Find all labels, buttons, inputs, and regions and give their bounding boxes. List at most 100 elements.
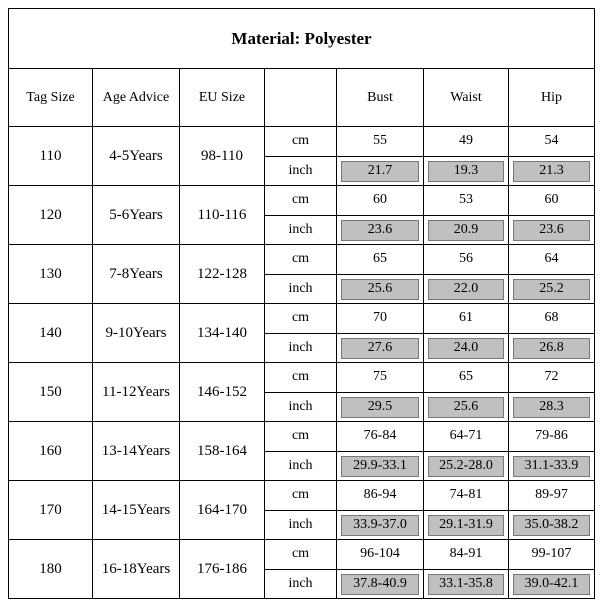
unit-text: cm: [291, 251, 310, 267]
inch-value: 31.1-33.9: [508, 450, 595, 481]
eu-size-text: 164-170: [197, 501, 247, 518]
tag-size: 110: [8, 126, 93, 186]
cm-value-text: 99-107: [531, 546, 572, 562]
cm-value: 55: [336, 126, 424, 157]
cm-value-text: 72: [544, 369, 559, 385]
inch-value-text: 29.9-33.1: [353, 457, 407, 473]
column-header-text: Hip: [541, 89, 562, 105]
cm-value-text: 64: [544, 251, 559, 267]
inch-value: 28.3: [508, 391, 595, 422]
column-header: Hip: [508, 68, 595, 127]
unit: cm: [264, 539, 337, 570]
inch-value-text: 22.0: [453, 280, 479, 296]
unit-text: cm: [291, 369, 310, 385]
tag-size: 150: [8, 362, 93, 422]
cm-value-text: 54: [544, 133, 559, 149]
tag-size: 160: [8, 421, 93, 481]
cm-value: 96-104: [336, 539, 424, 570]
cm-value: 68: [508, 303, 595, 334]
age-advice: 14-15Years: [92, 480, 180, 540]
cm-value-text: 86-94: [363, 487, 397, 503]
inch-value: 20.9: [423, 214, 509, 245]
cell-shade: [513, 573, 590, 595]
inch-value: 35.0-38.2: [508, 509, 595, 540]
cm-value: 60: [508, 185, 595, 216]
cell-shade: [428, 278, 504, 300]
cell-shade: [513, 219, 590, 241]
cm-value: 64-71: [423, 421, 509, 452]
cm-value: 49: [423, 126, 509, 157]
tag-size-text: 150: [39, 383, 62, 400]
column-header-text: Waist: [450, 89, 482, 105]
cell-shade: [513, 514, 590, 536]
inch-value: 29.1-31.9: [423, 509, 509, 540]
inch-value: 23.6: [336, 214, 424, 245]
inch-value: 25.2: [508, 273, 595, 304]
unit: inch: [264, 214, 337, 245]
unit-text: cm: [291, 487, 310, 503]
inch-value-text: 21.3: [539, 162, 564, 178]
unit-text: inch: [288, 339, 313, 355]
inch-value-text: 37.8-40.9: [353, 575, 407, 591]
unit: inch: [264, 568, 337, 599]
cm-value: 79-86: [508, 421, 595, 452]
cell-shade: [341, 337, 419, 359]
inch-value: 29.5: [336, 391, 424, 422]
tag-size-text: 160: [39, 442, 62, 459]
cm-value: 61: [423, 303, 509, 334]
inch-value: 29.9-33.1: [336, 450, 424, 481]
title-cell: Material: Polyester: [8, 8, 595, 69]
eu-size: 176-186: [179, 539, 265, 599]
cm-value: 60: [336, 185, 424, 216]
eu-size: 122-128: [179, 244, 265, 304]
unit: cm: [264, 244, 337, 275]
eu-size-text: 146-152: [197, 383, 247, 400]
inch-value: 26.8: [508, 332, 595, 363]
column-header: Tag Size: [8, 68, 93, 127]
inch-value: 25.6: [336, 273, 424, 304]
cm-value-text: 55: [373, 133, 387, 149]
inch-value-text: 19.3: [453, 162, 479, 178]
cell-shade: [341, 396, 419, 418]
cm-value: 84-91: [423, 539, 509, 570]
cm-value-text: 53: [459, 192, 473, 208]
inch-value: 21.3: [508, 155, 595, 186]
cm-value: 53: [423, 185, 509, 216]
age-advice-text: 11-12Years: [102, 383, 170, 400]
unit: cm: [264, 421, 337, 452]
inch-value-text: 29.5: [367, 398, 393, 414]
unit-text: cm: [291, 546, 310, 562]
cm-value: 76-84: [336, 421, 424, 452]
eu-size-text: 158-164: [197, 442, 247, 459]
inch-value: 27.6: [336, 332, 424, 363]
eu-size-text: 98-110: [201, 147, 243, 164]
cell-shade: [341, 278, 419, 300]
tag-size: 120: [8, 185, 93, 245]
cell-shade: [341, 514, 419, 536]
unit: cm: [264, 303, 337, 334]
inch-value-text: 33.1-35.8: [439, 575, 493, 591]
cm-value-text: 75: [373, 369, 387, 385]
unit: inch: [264, 509, 337, 540]
tag-size: 140: [8, 303, 93, 363]
unit: cm: [264, 362, 337, 393]
inch-value: 33.9-37.0: [336, 509, 424, 540]
unit-text: cm: [291, 133, 310, 149]
inch-value-text: 21.7: [367, 162, 393, 178]
cm-value: 86-94: [336, 480, 424, 511]
column-header-text: Age Advice: [102, 89, 170, 105]
cm-value-text: 61: [459, 310, 473, 326]
cm-value-text: 65: [459, 369, 473, 385]
inch-value-text: 26.8: [539, 339, 564, 355]
cell-shade: [428, 455, 504, 477]
inch-value-text: 20.9: [453, 221, 479, 237]
eu-size-text: 134-140: [197, 324, 247, 341]
unit-text: inch: [288, 457, 313, 473]
unit: inch: [264, 273, 337, 304]
inch-value-text: 23.6: [367, 221, 393, 237]
cell-shade: [341, 160, 419, 182]
cell-shade: [513, 160, 590, 182]
cm-value: 65: [336, 244, 424, 275]
inch-value-text: 33.9-37.0: [353, 516, 407, 532]
